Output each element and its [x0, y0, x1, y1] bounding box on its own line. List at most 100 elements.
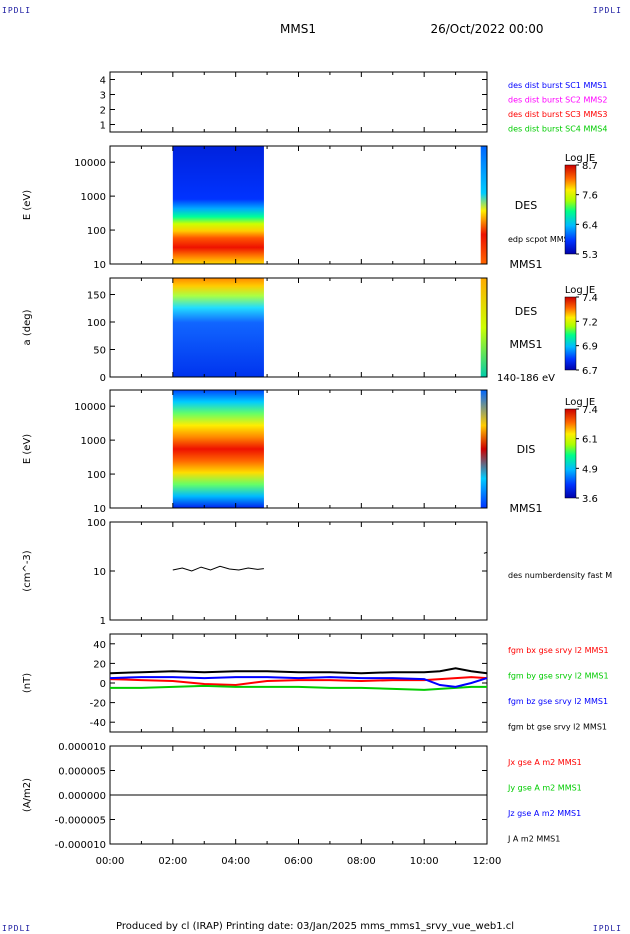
panel-frame — [109, 521, 488, 621]
y-tick-label: 0 — [100, 373, 106, 384]
fgm-series-label: fgm by gse srvy l2 MMS1 — [508, 672, 609, 681]
y-tick-label: 100 — [87, 318, 106, 329]
dis-label: DIS — [517, 443, 536, 456]
y-tick-label: 2 — [100, 106, 106, 117]
colorbar-tick-label: 6.1 — [582, 435, 598, 446]
corner-label-bottom-right: IPDLI — [592, 924, 622, 933]
panel-frame — [109, 633, 488, 733]
colorbar-tick-label: 5.3 — [582, 250, 598, 261]
des-sublabel: MMS1 — [510, 258, 543, 271]
colorbar-tick-label: 7.6 — [582, 191, 598, 202]
des-pitch-spectrogram-edge — [480, 278, 487, 377]
time-tick-label: 10:00 — [410, 856, 439, 867]
panel-frame — [109, 71, 488, 133]
fgm-series-label: fgm bx gse srvy l2 MMS1 — [508, 646, 609, 655]
y-axis-label: a (deg) — [22, 309, 33, 345]
y-tick-label: 100 — [87, 470, 106, 481]
colorbar-tick-label: 7.2 — [582, 317, 598, 328]
y-tick-label: 0.000010 — [58, 742, 106, 753]
burst-legend-item: des dist burst SC1 MMS1 — [508, 81, 607, 90]
y-tick-label: 10000 — [74, 158, 106, 169]
density-line-edge — [483, 551, 488, 554]
des-energy-spectrogram — [172, 146, 264, 264]
y-axis-label: (cm^-3) — [22, 550, 33, 591]
current-series-label: Jy gse A m2 MMS1 — [507, 784, 582, 793]
density-series-label: des numberdensity fast M — [508, 571, 612, 580]
burst-legend-item: des dist burst SC2 MMS2 — [508, 96, 607, 105]
header-date: 26/Oct/2022 00:00 — [430, 22, 543, 36]
panel-frame — [109, 145, 488, 265]
colorbar-tick-label: 6.7 — [582, 366, 598, 377]
corner-label-top-left: IPDLI — [2, 6, 32, 15]
des-pitch-sublabel: MMS1 — [510, 338, 543, 351]
y-axis-label: E (eV) — [22, 190, 33, 220]
y-axis-label: E (eV) — [22, 434, 33, 464]
time-tick-label: 00:00 — [96, 856, 125, 867]
y-tick-label: 20 — [93, 659, 106, 670]
y-tick-label: 10000 — [74, 402, 106, 413]
dis-energy-spectrogram-edge — [480, 390, 487, 508]
corner-label-bottom-left: IPDLI — [2, 924, 32, 933]
y-tick-label: 3 — [100, 91, 106, 102]
footer-text: Produced by cl (IRAP) Printing date: 03/… — [116, 921, 514, 932]
colorbar-tick-label: 7.4 — [582, 405, 598, 416]
fgm-series-line — [109, 667, 488, 675]
density-line — [172, 565, 264, 572]
y-tick-label: 10 — [93, 567, 106, 578]
burst-legend-item: des dist burst SC3 MMS3 — [508, 110, 607, 119]
des-label: DES — [515, 199, 537, 212]
des-pitch-spectrogram — [172, 278, 264, 377]
colorbar-tick-label: 7.4 — [582, 293, 598, 304]
time-tick-label: 12:00 — [473, 856, 502, 867]
colorbar — [564, 408, 577, 499]
colorbar-title: Log JE — [565, 397, 595, 408]
colorbar-tick-label: 6.4 — [582, 220, 598, 231]
y-tick-label: 1000 — [81, 192, 106, 203]
colorbar-title: Log JE — [565, 285, 595, 296]
header-mission: MMS1 — [280, 22, 316, 36]
y-tick-label: 1000 — [81, 436, 106, 447]
y-tick-label: 10 — [93, 504, 106, 515]
y-tick-label: 100 — [87, 518, 106, 529]
y-tick-label: 0.000000 — [58, 791, 106, 802]
energy-range-label: 140-186 eV — [497, 373, 555, 384]
time-axis: 00:00 02:00 04:00 06:00 08:00 10:00 12:00 — [96, 856, 502, 867]
time-tick-label: 02:00 — [158, 856, 187, 867]
current-series-label: Jx gse A m2 MMS1 — [507, 758, 582, 767]
y-tick-label: 50 — [93, 346, 106, 357]
y-tick-label: 100 — [87, 226, 106, 237]
y-tick-label: 4 — [100, 76, 106, 87]
colorbar-tick-label: 8.7 — [582, 161, 598, 172]
colorbar — [564, 164, 577, 255]
time-tick-label: 08:00 — [347, 856, 376, 867]
colorbar-tick-label: 4.9 — [582, 464, 598, 475]
y-axis-label: (nT) — [22, 673, 33, 693]
fgm-series-label: fgm bz gse srvy l2 MMS1 — [508, 697, 608, 706]
colorbar — [564, 296, 577, 371]
colorbar-tick-label: 3.6 — [582, 494, 598, 505]
scpot-label: edp scpot MMS1 — [508, 235, 574, 244]
y-tick-label: -20 — [90, 699, 106, 710]
corner-label-top-right: IPDLI — [592, 6, 622, 15]
y-tick-label: 10 — [93, 260, 106, 271]
panels-group: 4 3 2 1 des dist burst SC1 MMS1 des dist burs… — [22, 71, 612, 851]
y-tick-label: 1 — [100, 121, 106, 132]
des-pitch-label: DES — [515, 305, 537, 318]
y-axis-label: (A/m2) — [22, 778, 33, 812]
y-tick-label: -40 — [90, 718, 106, 729]
panel-frame — [109, 389, 488, 509]
fgm-series-line — [109, 676, 488, 688]
colorbar-title: Log JE — [565, 153, 595, 164]
panel-frame — [109, 277, 488, 378]
y-tick-label: 40 — [93, 640, 106, 651]
des-energy-spectrogram-edge — [480, 146, 487, 264]
time-tick-label: 04:00 — [221, 856, 250, 867]
y-tick-label: -0.000005 — [55, 816, 106, 827]
dis-sublabel: MMS1 — [510, 502, 543, 515]
dis-energy-spectrogram — [172, 390, 264, 508]
y-tick-label: 1 — [100, 616, 106, 627]
fgm-series-line — [109, 676, 488, 687]
y-tick-label: 0.000005 — [58, 767, 106, 778]
y-tick-label: -0.000010 — [55, 840, 106, 851]
